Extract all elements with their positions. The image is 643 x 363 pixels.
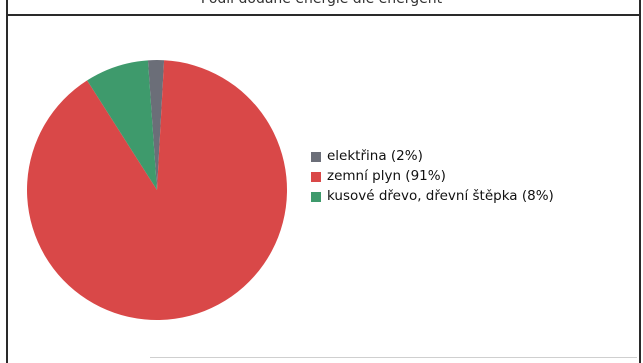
legend-label: elektřina (2%)	[327, 148, 423, 164]
pie-slice-2	[87, 60, 157, 190]
legend-item-zemni-plyn: zemní plyn (91%)	[311, 168, 571, 184]
pie-slice-0	[147, 59, 165, 190]
frame-right-border	[639, 0, 641, 363]
legend-swatch	[311, 192, 321, 202]
frame-top-border	[6, 14, 641, 16]
legend-item-elektrina: elektřina (2%)	[311, 148, 571, 164]
pie-slices	[27, 59, 288, 320]
chart-title: Podíl dodané energie dle energent	[60, 0, 583, 9]
legend-label: zemní plyn (91%)	[327, 168, 446, 184]
legend-swatch	[311, 172, 321, 182]
pie-slice-1	[27, 60, 288, 320]
frame-left-border	[6, 0, 8, 363]
legend-label: kusové dřevo, dřevní štěpka (8%)	[327, 188, 554, 204]
bottom-divider	[150, 357, 637, 358]
legend-swatch	[311, 152, 321, 162]
chart-legend: elektřina (2%) zemní plyn (91%) kusové d…	[311, 148, 571, 210]
legend-item-drevo: kusové dřevo, dřevní štěpka (8%)	[311, 188, 571, 204]
